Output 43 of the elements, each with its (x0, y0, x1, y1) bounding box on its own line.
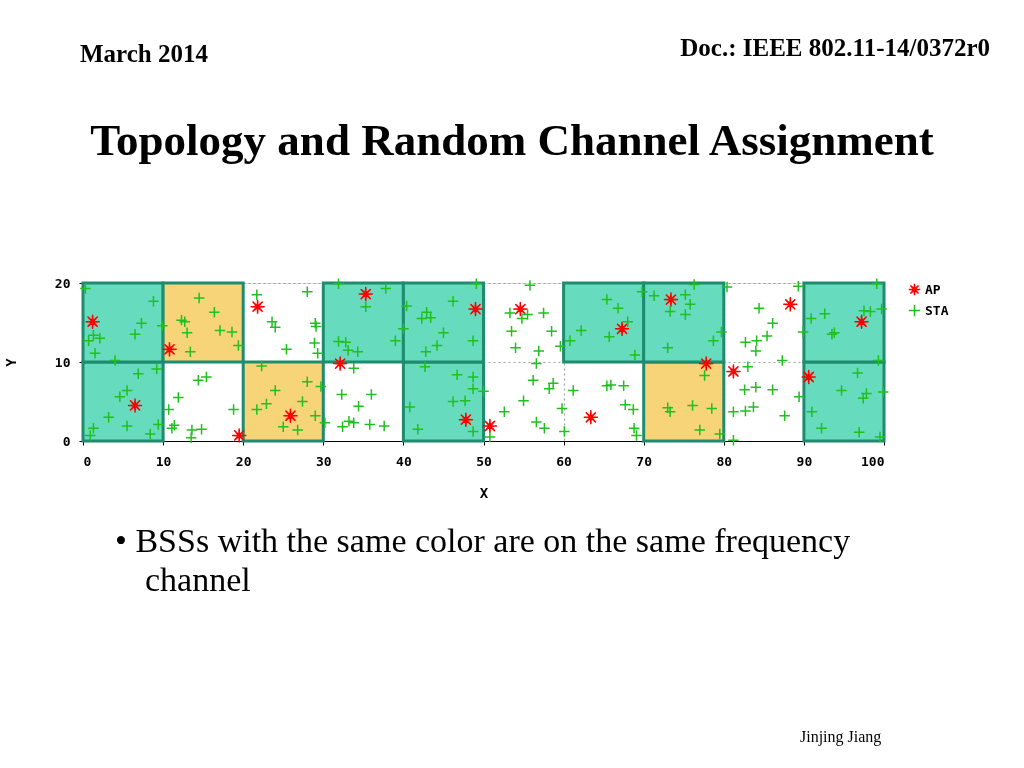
point (614, 321, 630, 337)
x-tick-label: 50 (476, 453, 492, 469)
y-tick-label: 20 (54, 275, 71, 291)
point (583, 410, 599, 425)
x-tick-label: 40 (396, 453, 412, 469)
point (854, 314, 869, 329)
text: March 2014 (80, 40, 209, 67)
point (663, 292, 679, 307)
point (162, 342, 177, 357)
x-tick-label: 70 (636, 453, 653, 469)
x-tick-label: 100 (861, 453, 885, 469)
point (468, 301, 483, 317)
point (726, 364, 741, 379)
point (698, 356, 714, 371)
x-tick-label: 30 (315, 453, 332, 469)
text: Doc.: IEEE 802.11-14/0372r0 (680, 34, 990, 61)
point (458, 412, 474, 427)
point (127, 398, 143, 413)
point (250, 299, 265, 314)
point (283, 408, 298, 423)
x-tick-label: 80 (716, 453, 733, 469)
text: Jinjing Jiang (800, 728, 882, 746)
x-tick-label: 20 (235, 453, 252, 469)
y-tick-label: 0 (62, 433, 71, 449)
point (358, 286, 374, 302)
x-tick-label: 0 (83, 453, 92, 469)
legend-label: STA (925, 302, 949, 318)
chart-title: Topology and Random Channel Assignment (90, 115, 934, 165)
point (801, 369, 816, 385)
point (231, 428, 247, 443)
text: • BSSs with the same color are on the same frequency channel (115, 522, 851, 598)
x-tick-label: 60 (556, 453, 573, 469)
y-axis-title: Y (2, 357, 19, 367)
point (332, 356, 348, 371)
legend-label: AP (925, 281, 941, 297)
y-tick-label: 10 (54, 354, 71, 370)
point (513, 301, 528, 317)
x-tick-label: 90 (796, 453, 813, 469)
x-axis-title: X (479, 484, 489, 501)
point (85, 314, 100, 329)
point (783, 297, 798, 312)
point (482, 418, 498, 434)
x-tick-label: 10 (155, 453, 172, 469)
